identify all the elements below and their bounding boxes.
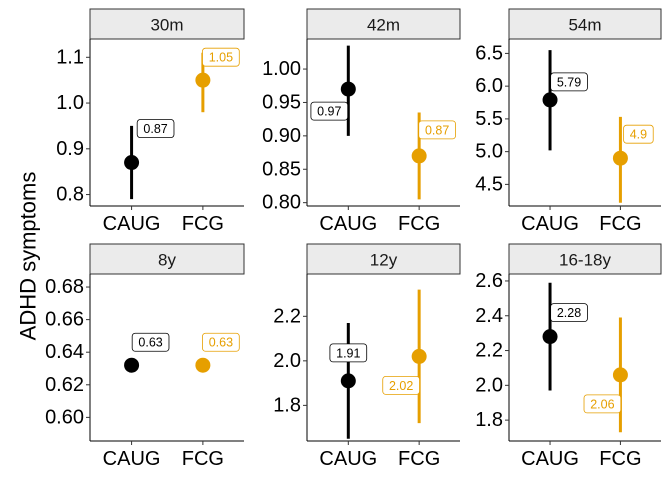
y-tick-label: 2.6 [475,270,503,292]
data-label-fcg: 0.87 [425,123,449,137]
x-tick-label: CAUG [319,213,377,235]
data-label-box [623,124,654,144]
x-tick-label: FCG [182,448,224,470]
data-label-caug: 1.91 [336,346,360,360]
point-fcg [612,150,628,166]
x-tick-label: FCG [182,213,224,235]
y-tick-label: 0.90 [262,125,301,147]
y-tick-label: 1.0 [56,92,84,114]
y-tick-label: 2.2 [273,305,301,327]
y-tick-label: 2.4 [475,305,503,327]
panel-strip [508,243,662,275]
y-tick-label: 0.62 [45,374,84,396]
y-tick-label: 0.66 [45,309,84,331]
data-label-box [550,72,588,92]
y-tick-label: 5.0 [475,141,503,163]
y-tick-label: 0.85 [262,158,301,180]
panel-title: 30m [150,16,183,35]
point-fcg [195,357,211,373]
point-caug [124,357,140,373]
y-tick-label: 2.2 [475,340,503,362]
point-caug [124,155,140,171]
panel-title: 54m [568,16,601,35]
data-label-box [131,332,170,352]
panel-title: 16-18y [559,251,611,270]
panel-5: 12y 1.8 2.0 2.2 CAUG FCG 1.91 2.02 [273,243,461,470]
data-label-box [329,343,368,363]
point-fcg [612,367,628,383]
y-tick-label: 0.68 [45,276,84,298]
x-tick-label: FCG [398,213,440,235]
y-tick-label: 0.64 [45,341,84,363]
point-fcg [195,72,211,88]
data-label-caug: 5.79 [557,75,581,89]
y-axis-title: ADHD symptoms [16,172,41,341]
point-fcg [411,148,427,164]
data-label-box [202,332,240,352]
data-label-caug: 0.87 [143,122,167,136]
x-tick-label: FCG [599,448,641,470]
data-label-box [550,303,588,323]
panel-3: 54m 4.5 5.0 5.5 6.0 6.5 CAUG FCG 5.79 4.9 [475,8,662,235]
x-tick-label: FCG [398,448,440,470]
panel-6: 16-18y 1.8 2.0 2.2 2.4 2.6 CAUG FCG 2.28 2.06 [475,243,662,470]
data-label-box [583,394,622,414]
y-tick-label: 0.95 [262,91,301,113]
y-tick-label: 2.0 [273,350,301,372]
y-tick-label: 2.0 [475,374,503,396]
panel-strip [306,8,461,40]
panel-title: 42m [367,16,400,35]
data-label-box [136,119,175,138]
panel-1: 30m 0.8 0.9 1.0 1.1 CAUG FCG 0.87 1.05 [56,8,245,235]
x-tick-label: CAUG [319,448,377,470]
point-caug [340,81,356,97]
x-tick-label: CAUG [521,448,579,470]
x-tick-label: CAUG [103,213,161,235]
x-tick-label: FCG [599,213,641,235]
data-label-caug: 0.63 [138,336,162,350]
data-label-box [202,47,240,67]
y-tick-label: 1.00 [262,58,301,80]
panel-strip [89,243,245,275]
data-label-caug: 2.28 [557,306,581,320]
panel-4: 8y 0.60 0.62 0.64 0.66 0.68 CAUG FCG 0.63 0.63 [45,243,245,470]
y-tick-label: 1.8 [475,409,503,431]
data-label-box [310,101,349,121]
panel-strip [306,243,461,275]
y-tick-label: 0.9 [56,138,84,160]
point-fcg [411,348,427,364]
y-tick-label: 0.60 [45,406,84,428]
data-label-fcg: 2.06 [590,397,614,411]
y-tick-label: 4.5 [475,173,503,195]
panel-strip [89,8,245,40]
point-caug [340,373,356,389]
x-tick-label: CAUG [103,448,161,470]
data-label-fcg: 4.9 [630,128,647,142]
point-caug [542,329,558,345]
y-tick-label: 6.0 [475,75,503,97]
data-label-fcg: 2.02 [389,379,413,393]
y-tick-label: 0.80 [262,192,301,214]
data-label-fcg: 0.63 [209,336,233,350]
data-label-box [418,120,456,140]
panel-2: 42m 0.80 0.85 0.90 0.95 1.00 CAUG FCG 0.97 0.87 [262,8,461,235]
data-label-box [382,375,420,395]
y-tick-label: 6.5 [475,42,503,64]
panels: 30m 0.8 0.9 1.0 1.1 CAUG FCG 0.87 1.05 42m 0.80 0.8… [45,8,662,470]
y-tick-label: 1.1 [56,46,84,68]
panel-title: 12y [370,251,398,270]
x-tick-label: CAUG [521,213,579,235]
y-tick-label: 0.8 [56,184,84,206]
data-label-fcg: 1.05 [209,51,233,65]
y-tick-label: 5.5 [475,108,503,130]
panel-title: 8y [158,251,176,270]
y-tick-label: 1.8 [273,394,301,416]
point-caug [542,92,558,108]
panel-strip [508,8,662,40]
data-label-caug: 0.97 [317,105,341,119]
